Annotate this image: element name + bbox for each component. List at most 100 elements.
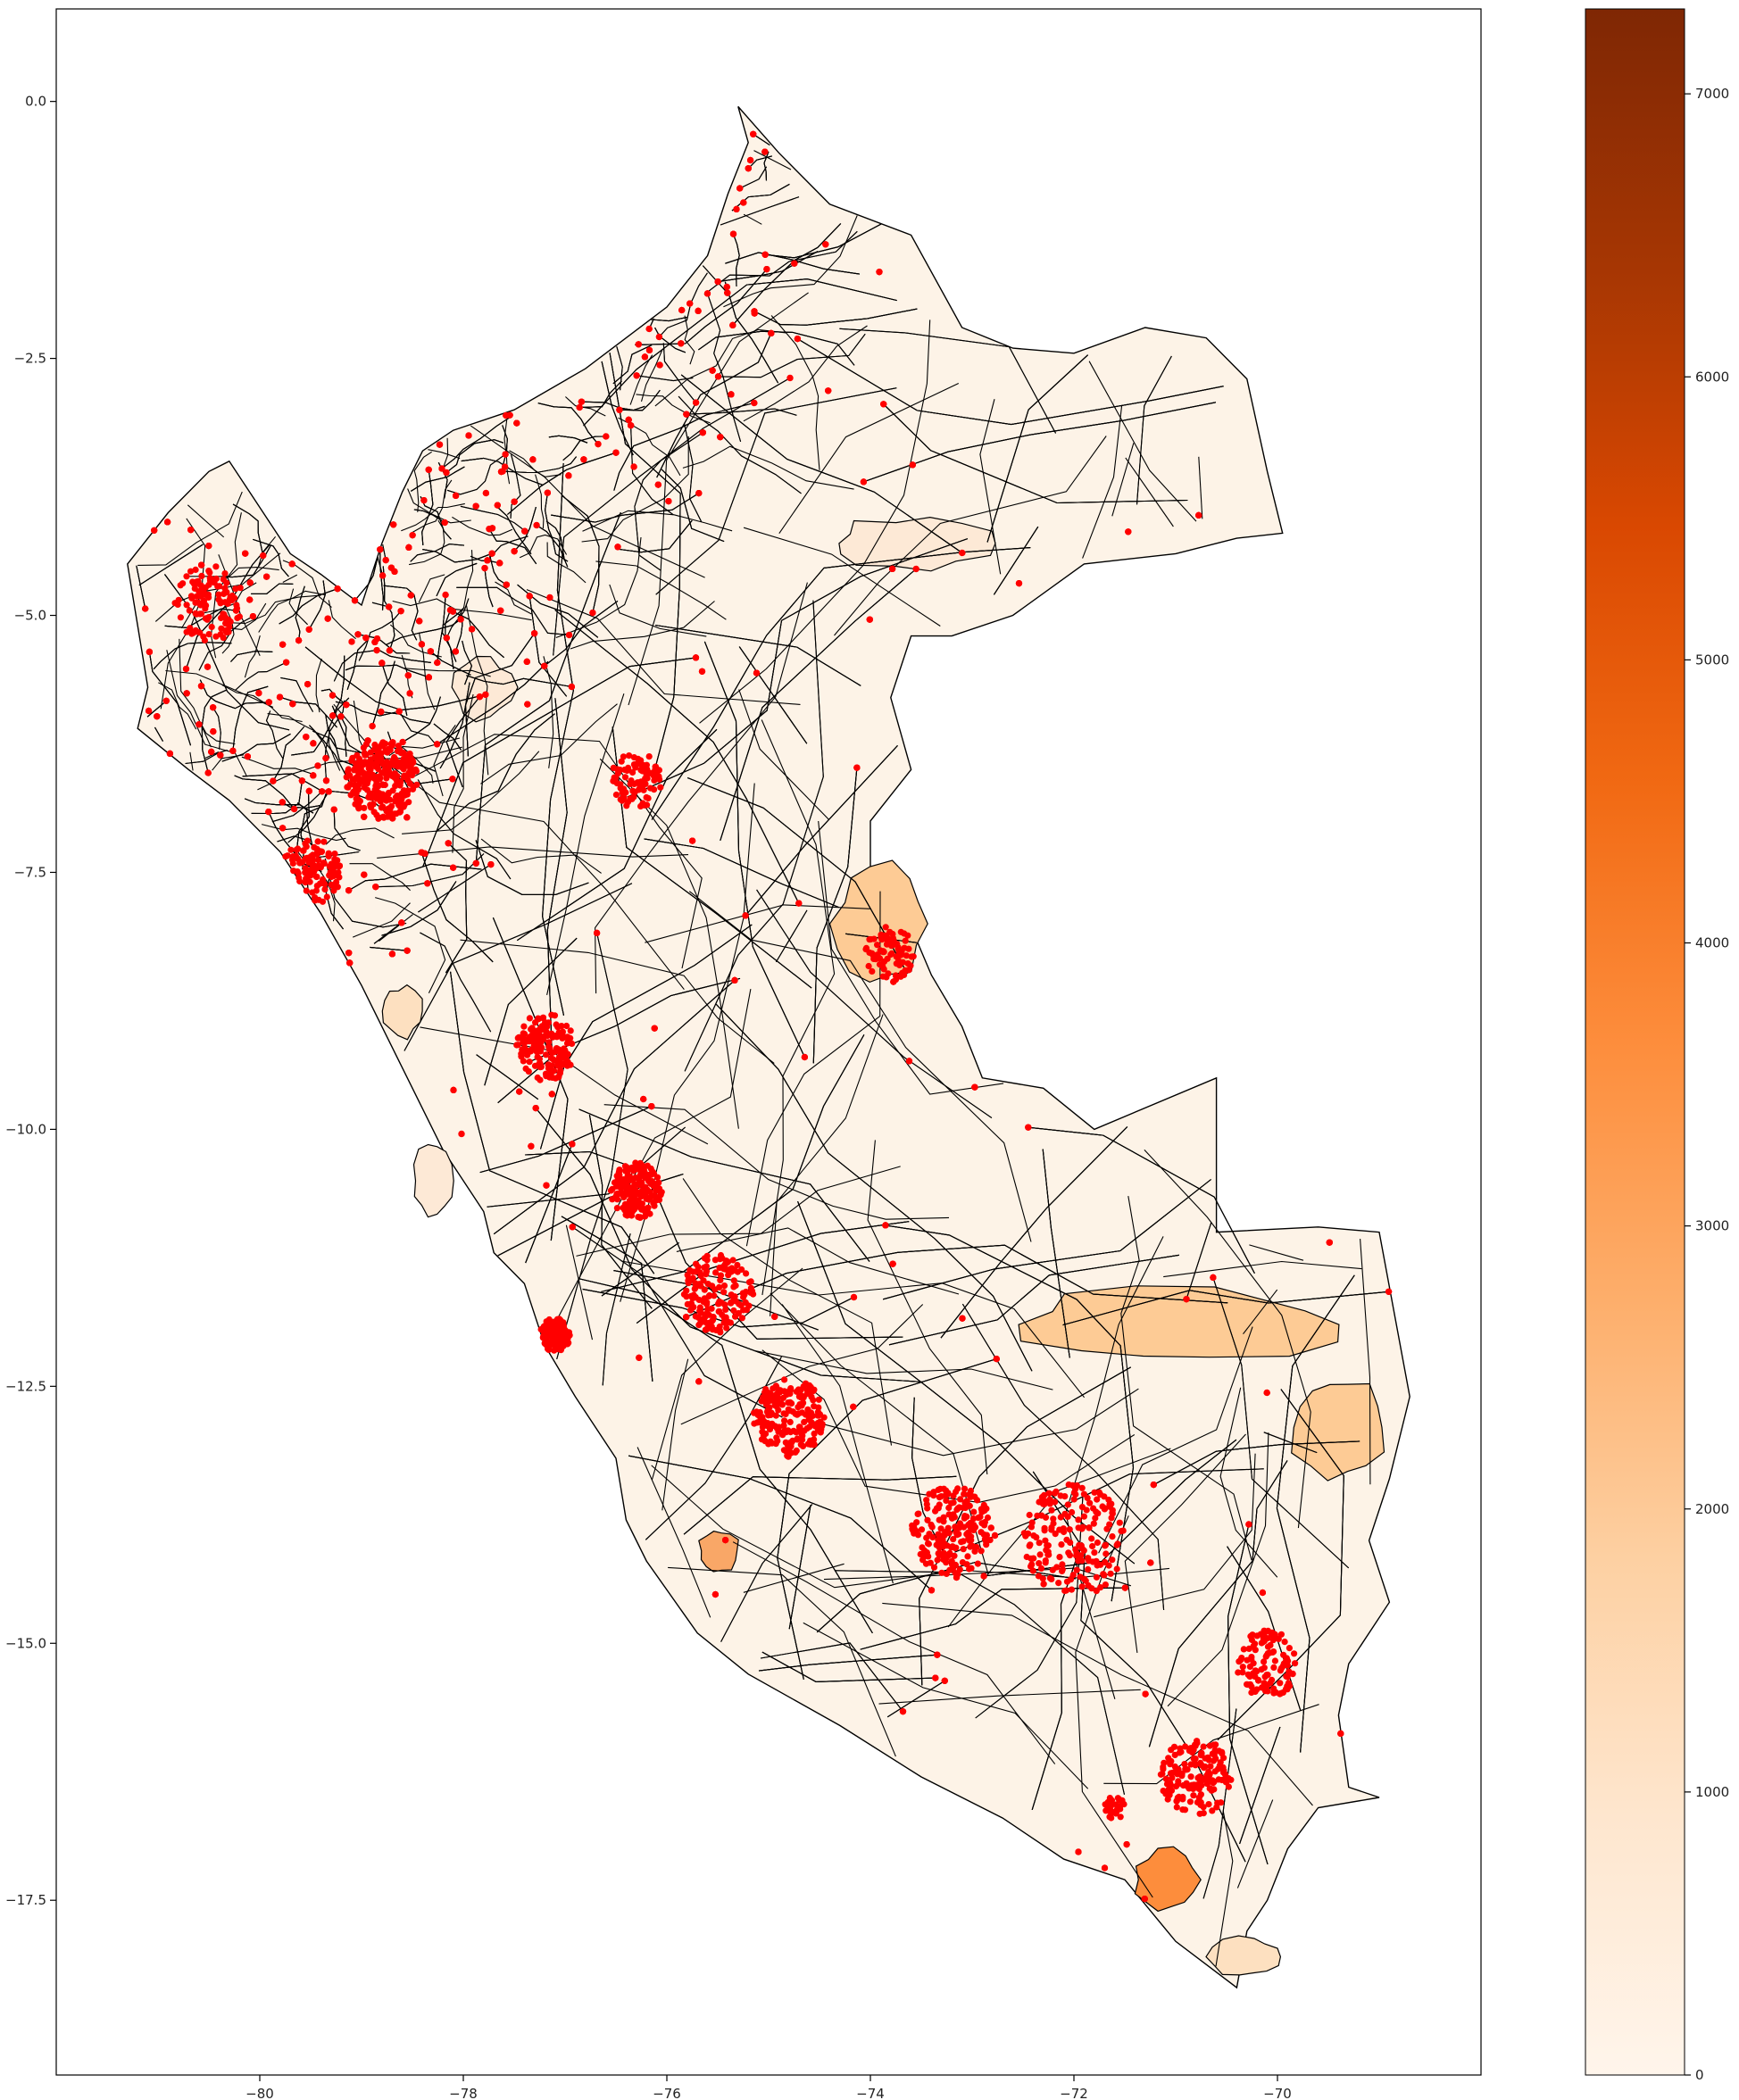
data-point [395,708,403,715]
data-point [1223,1779,1230,1786]
data-point [1046,1500,1053,1507]
data-point [1210,1274,1217,1281]
data-point [561,1047,568,1054]
data-point [650,1199,657,1207]
data-point [701,1264,708,1271]
district-boundary [267,713,330,759]
data-point [576,403,583,411]
data-point [289,701,296,708]
district-boundary [1198,456,1203,519]
data-point [1099,1503,1106,1510]
district-boundary [153,642,232,670]
data-point [354,795,362,802]
district-boundary [232,503,264,556]
district-boundary [272,726,305,782]
data-point [1264,1688,1271,1695]
data-point [869,967,876,975]
data-point [595,441,602,448]
data-point [876,269,883,276]
district-boundary [715,1003,1033,1372]
district-boundary [1136,355,1172,505]
data-point [723,1324,730,1332]
district-boundary [732,1541,1056,1764]
district-boundary [148,652,192,746]
data-point [438,465,445,472]
data-point [1239,1664,1246,1671]
data-point [427,648,434,655]
data-point [665,498,672,505]
district-boundary [466,675,572,688]
district-boundary [297,801,313,846]
district-boundary [456,586,570,636]
data-point [362,751,369,759]
data-point [798,1394,805,1401]
data-point [182,665,190,673]
data-point [814,1408,822,1415]
district-boundary [863,402,1217,483]
district-boundary [418,864,492,913]
data-point [969,1492,976,1500]
data-point [934,1540,941,1548]
data-point [948,1499,955,1507]
data-point [1183,1296,1190,1303]
data-point [307,867,314,874]
data-point [636,1175,643,1183]
data-point [304,874,311,881]
data-point [1281,1639,1288,1646]
data-point [373,811,380,818]
data-point [901,971,908,978]
district-boundary [507,452,617,515]
data-point [1261,1680,1268,1687]
data-point [961,1513,969,1520]
data-point [902,937,909,944]
district-boundary [1167,1432,1269,1707]
data-point [1109,1510,1116,1517]
district-boundary [1219,1387,1278,1578]
data-point [756,1419,763,1426]
district-boundary [883,1179,1211,1300]
data-point [1040,1581,1047,1588]
district-boundary [1124,1433,1246,1653]
data-point [336,862,343,869]
district-boundary [561,1216,653,1382]
data-point [232,585,239,593]
data-point [1270,1685,1277,1692]
data-point [889,1260,896,1267]
district-boundary [328,600,356,640]
data-point [1205,1801,1212,1808]
district-boundary [595,560,727,620]
data-point [503,411,510,419]
data-point [1045,1490,1053,1497]
district-boundary [1276,1274,1355,1753]
district-boundary [878,1689,1141,1705]
data-point [801,1053,809,1061]
data-point [221,570,229,577]
data-point [283,659,290,666]
district-boundary [883,403,1188,504]
data-point [1085,1555,1092,1562]
data-point [569,1141,576,1148]
data-point [183,690,190,697]
data-point [653,1174,661,1181]
data-point [941,1531,948,1539]
data-point [1125,528,1132,535]
district-boundary [1098,1326,1253,1554]
data-point [1091,1549,1098,1556]
data-point [728,391,735,398]
district-boundary [279,588,338,625]
data-point [714,373,722,380]
data-point [218,614,225,622]
data-point [879,973,886,980]
data-point [360,744,367,751]
data-point [497,607,504,614]
district-boundary [576,1166,901,1257]
data-point [445,840,452,847]
data-point [637,802,645,810]
data-point [1250,1688,1257,1695]
data-point [1075,1516,1082,1523]
data-point [377,546,384,553]
data-point [233,602,240,609]
data-point [288,856,296,864]
data-point [806,1414,813,1421]
shaded-district [1018,1285,1340,1358]
